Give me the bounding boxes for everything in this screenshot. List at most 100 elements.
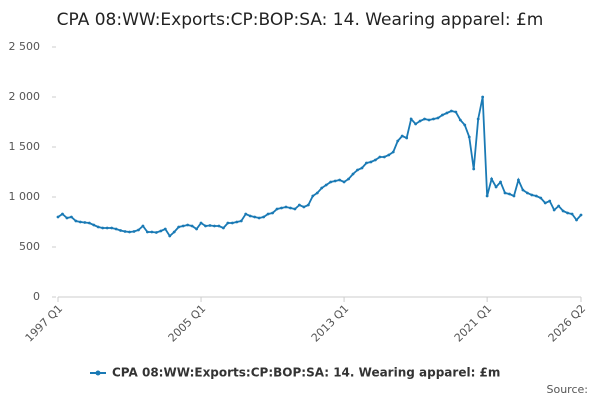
data-point — [56, 215, 60, 219]
data-point — [351, 172, 355, 176]
data-point — [566, 211, 569, 215]
data-point — [217, 224, 221, 228]
data-point — [557, 204, 561, 208]
data-point — [441, 113, 444, 117]
data-point — [458, 118, 462, 122]
data-point — [476, 117, 480, 121]
data-point — [338, 178, 342, 182]
data-point — [128, 230, 131, 234]
y-tick-label: 2 000 — [9, 90, 41, 103]
data-point — [405, 136, 409, 140]
data-point — [427, 118, 431, 122]
data-point — [320, 186, 324, 190]
data-point — [208, 224, 212, 227]
data-point — [548, 199, 552, 203]
data-point — [137, 228, 140, 232]
data-point — [342, 180, 346, 184]
data-point — [289, 206, 292, 210]
data-point — [110, 226, 114, 230]
data-point — [414, 122, 418, 126]
data-point — [195, 227, 198, 231]
data-point — [248, 214, 252, 218]
data-point — [396, 139, 400, 143]
data-point — [575, 218, 578, 222]
data-point — [190, 224, 194, 228]
data-point — [204, 224, 207, 228]
data-point — [146, 230, 149, 234]
data-point — [494, 185, 498, 189]
data-point — [293, 207, 297, 211]
data-point — [306, 203, 310, 207]
data-point — [365, 161, 368, 165]
data-line — [57, 96, 582, 238]
data-point — [315, 191, 319, 195]
data-point — [177, 225, 181, 229]
data-point — [490, 177, 493, 181]
data-point — [114, 227, 118, 231]
data-point — [199, 221, 203, 225]
data-point — [329, 180, 333, 184]
data-point — [333, 179, 337, 183]
data-point — [154, 231, 158, 234]
data-point — [271, 211, 274, 215]
data-point — [436, 116, 440, 120]
data-point — [454, 110, 458, 114]
data-point — [347, 177, 350, 181]
data-point — [311, 194, 315, 198]
x-tick-label: 2021 Q1 — [452, 302, 495, 345]
data-point — [239, 219, 243, 223]
data-point — [530, 193, 534, 197]
data-point — [230, 221, 234, 225]
data-point — [83, 221, 87, 224]
data-point — [74, 219, 78, 223]
data-point — [65, 216, 69, 220]
data-point — [449, 109, 453, 113]
data-point — [87, 221, 91, 225]
data-point — [61, 212, 64, 216]
data-point — [570, 212, 574, 216]
data-point — [70, 215, 73, 219]
data-point — [253, 215, 257, 219]
data-point — [409, 117, 413, 121]
data-point — [96, 225, 100, 229]
data-point — [150, 230, 154, 234]
data-point — [552, 208, 556, 212]
legend-label: CPA 08:WW:Exports:CP:BOP:SA: 14. Wearing… — [112, 366, 500, 380]
data-point — [257, 216, 261, 220]
data-point — [512, 194, 516, 198]
data-point — [382, 155, 386, 159]
data-point — [132, 230, 136, 233]
data-point — [92, 223, 96, 227]
data-point — [543, 201, 547, 205]
data-point — [472, 167, 476, 171]
data-point — [297, 203, 301, 207]
data-point — [244, 212, 248, 216]
x-tick-label: 2013 Q1 — [309, 302, 352, 345]
data-point — [360, 166, 364, 170]
data-point — [101, 226, 105, 230]
data-point — [280, 206, 283, 210]
data-point — [378, 155, 382, 159]
data-point — [105, 226, 109, 230]
data-point — [356, 168, 359, 172]
data-point — [324, 183, 328, 187]
y-tick-label: 2 500 — [9, 40, 41, 53]
data-point — [168, 234, 172, 238]
data-point — [369, 160, 373, 164]
legend-marker — [95, 370, 101, 376]
data-point — [445, 111, 449, 115]
data-point — [78, 220, 82, 224]
data-point — [561, 209, 565, 213]
data-point — [391, 150, 395, 154]
data-point — [235, 220, 239, 224]
data-point — [141, 224, 145, 228]
data-point — [181, 224, 185, 228]
data-point — [123, 230, 127, 233]
data-point — [525, 191, 529, 195]
x-tick-label: 1997 Q1 — [23, 302, 66, 345]
data-point — [539, 196, 543, 200]
data-point — [418, 119, 422, 123]
data-point — [534, 194, 538, 198]
source: Source: — [547, 383, 589, 396]
